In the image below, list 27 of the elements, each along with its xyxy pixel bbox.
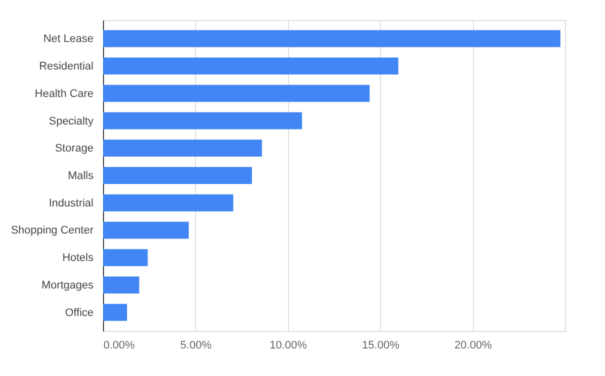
bar xyxy=(103,58,398,75)
bar xyxy=(103,249,148,266)
x-tick-label: 20.00% xyxy=(454,340,492,352)
bar xyxy=(103,167,252,184)
y-tick-label: Specialty xyxy=(48,115,94,128)
bar xyxy=(103,112,302,130)
bar xyxy=(103,30,560,48)
y-tick-label: Residential xyxy=(39,60,94,73)
y-tick-label: Industrial xyxy=(48,197,94,210)
y-tick-label: Health Care xyxy=(34,88,94,100)
y-tick-label: Net Lease xyxy=(43,33,94,46)
bar xyxy=(103,276,140,294)
y-tick-label: Storage xyxy=(54,142,94,155)
bar xyxy=(103,194,234,212)
bar xyxy=(103,84,370,102)
x-tick-label: 10.00% xyxy=(270,340,308,352)
x-tick-label: 0.00% xyxy=(104,340,135,352)
bar xyxy=(103,140,262,157)
y-tick-label: Hotels xyxy=(62,252,94,264)
y-tick-label: Shopping Center xyxy=(10,224,94,237)
x-tick-label: 5.00% xyxy=(180,340,212,352)
y-tick-label: Office xyxy=(64,306,94,319)
bar xyxy=(103,222,189,239)
x-tick-label: 15.00% xyxy=(362,340,400,352)
y-tick-label: Mortgages xyxy=(42,279,94,292)
bar xyxy=(103,304,128,321)
y-tick-label: Malls xyxy=(68,170,94,182)
